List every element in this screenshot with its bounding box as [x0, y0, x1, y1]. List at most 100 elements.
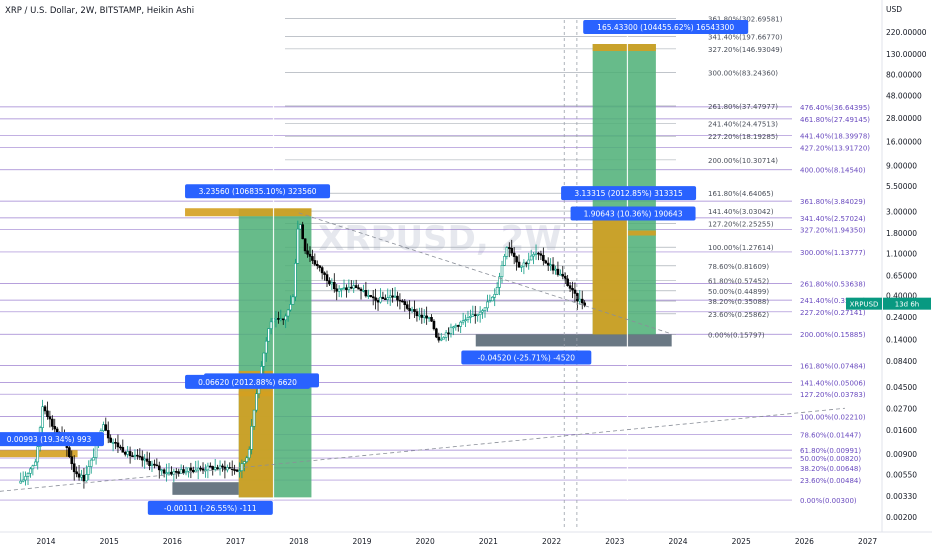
- price-axis[interactable]: USD 220.00000 130.00000 80.00000 48.00000 28.…: [846, 0, 932, 550]
- trend-line-resistance: [298, 212, 672, 335]
- time-axis-tick: 2014: [36, 537, 55, 546]
- fib-label-right: 141.40%(3.03042): [708, 208, 774, 216]
- candle-down: [301, 224, 304, 240]
- fib-label-left: 361.80%(3.84029): [800, 198, 866, 206]
- fib-label-left: 327.20%(1.94350): [800, 227, 866, 235]
- fib-label-left: 441.40%(18.39978): [800, 133, 870, 141]
- candle-down: [308, 253, 312, 257]
- fib-label-right: 23.60%(0.25862): [708, 311, 769, 319]
- fib-label-left: 61.80%(0.00991): [800, 447, 861, 455]
- candle-down: [374, 297, 377, 301]
- price-axis-tick: 5.50000: [886, 182, 917, 191]
- fib-label-left: 400.00%(8.14540): [800, 167, 866, 175]
- candle-up: [238, 470, 241, 472]
- candle-up: [522, 262, 526, 267]
- candle-down: [539, 253, 543, 256]
- candle-down: [332, 282, 336, 290]
- candle-down: [583, 302, 586, 306]
- candle-up: [498, 276, 501, 288]
- measure-label-bg: [461, 350, 592, 365]
- price-axis-tick: 130.00000: [886, 50, 927, 59]
- candle-up: [527, 259, 531, 264]
- candle-down: [364, 290, 368, 297]
- price-axis-tick: 0.08400: [886, 357, 917, 366]
- time-axis-tick: 2015: [100, 537, 119, 546]
- fib-label-right: 38.20%(0.35088): [708, 298, 769, 306]
- fib-label-right: 0.00%(0.15797): [708, 331, 765, 339]
- candle-up: [194, 469, 198, 473]
- price-axis-tick: 0.02700: [886, 404, 917, 413]
- candle-up: [36, 446, 40, 463]
- candle-up: [29, 468, 32, 474]
- candle-down: [537, 252, 540, 255]
- candle-down: [148, 461, 151, 466]
- candle-up: [471, 314, 475, 317]
- zone-2023-top-bar: [592, 44, 656, 52]
- time-axis-tick: 2027: [858, 537, 877, 546]
- candle-down: [515, 256, 518, 263]
- time-axis-tick: 2023: [605, 537, 624, 546]
- candle-down: [277, 318, 280, 320]
- ticker-badge-label: XRPUSD: [850, 301, 879, 309]
- candle-up: [379, 296, 382, 303]
- candle-down: [447, 332, 450, 335]
- candle-down: [82, 474, 86, 482]
- candle-up: [167, 471, 171, 474]
- candle-up: [452, 326, 455, 329]
- time-axis[interactable]: 2014 2015 2016 2017 2018 2019 2020 2021 2022 2023…: [0, 531, 932, 550]
- candle-up: [439, 338, 443, 341]
- candle-down: [566, 278, 569, 286]
- candle-up: [483, 307, 487, 311]
- candle-up: [352, 285, 356, 289]
- candle-down: [551, 264, 555, 271]
- candle-down: [75, 471, 78, 475]
- time-axis-tick: 2021: [479, 537, 498, 546]
- candle-up: [269, 321, 273, 329]
- candle-up: [427, 317, 431, 319]
- fib-label-left: 0.00%(0.00300): [800, 497, 857, 505]
- fib-label-left: 427.20%(13.91720): [800, 144, 870, 152]
- candle-down: [109, 437, 112, 443]
- candle-down: [306, 250, 309, 255]
- candle-up: [143, 458, 146, 461]
- watermark-layer: XRPUSD, 2W: [318, 219, 562, 259]
- candle-down: [546, 262, 550, 266]
- chart-title: XRP / U.S. Dollar, 2W, BITSTAMP, Heikin …: [5, 6, 194, 16]
- candle-up: [267, 328, 270, 342]
- candle-up: [393, 295, 397, 298]
- price-axis-tick: 0.00550: [886, 471, 917, 480]
- fib-label-left: 261.80%(0.53638): [800, 280, 866, 288]
- price-axis-tick: 3.00000: [886, 207, 917, 216]
- time-axis-bg: [0, 532, 932, 550]
- candle-up: [102, 424, 105, 432]
- candle-down: [53, 426, 57, 430]
- price-axis-tick: 0.01600: [886, 426, 917, 435]
- measure-label-bg: [583, 20, 749, 35]
- fib-label-right: 61.80%(0.57452): [708, 278, 769, 286]
- time-axis-tick: 2025: [732, 537, 751, 546]
- candle-down: [116, 442, 120, 448]
- candle-down: [398, 299, 402, 302]
- candle-down: [430, 317, 433, 322]
- candle-up: [449, 326, 453, 334]
- candle-down: [136, 454, 139, 457]
- fib-label-left: 78.60%(0.01447): [800, 431, 861, 439]
- candle-up: [179, 469, 183, 474]
- time-axis-tick: 2017: [226, 537, 245, 546]
- candle-down: [401, 300, 404, 303]
- candle-down: [131, 455, 134, 458]
- candle-down: [371, 296, 375, 299]
- candle-down: [542, 255, 545, 262]
- fib-label-right: 361.80%(302.69581): [708, 16, 783, 24]
- zone-2023-gold-mid: [627, 230, 656, 236]
- ticker-badge-bg: [846, 297, 882, 310]
- candle-down: [517, 261, 521, 268]
- candle-up: [255, 393, 258, 411]
- candle-down: [456, 325, 460, 327]
- fib-label-left: 476.40%(36.64395): [800, 104, 870, 112]
- trend-line-support: [0, 407, 846, 492]
- candle-down: [157, 465, 161, 471]
- time-axis-tick: 2018: [289, 537, 308, 546]
